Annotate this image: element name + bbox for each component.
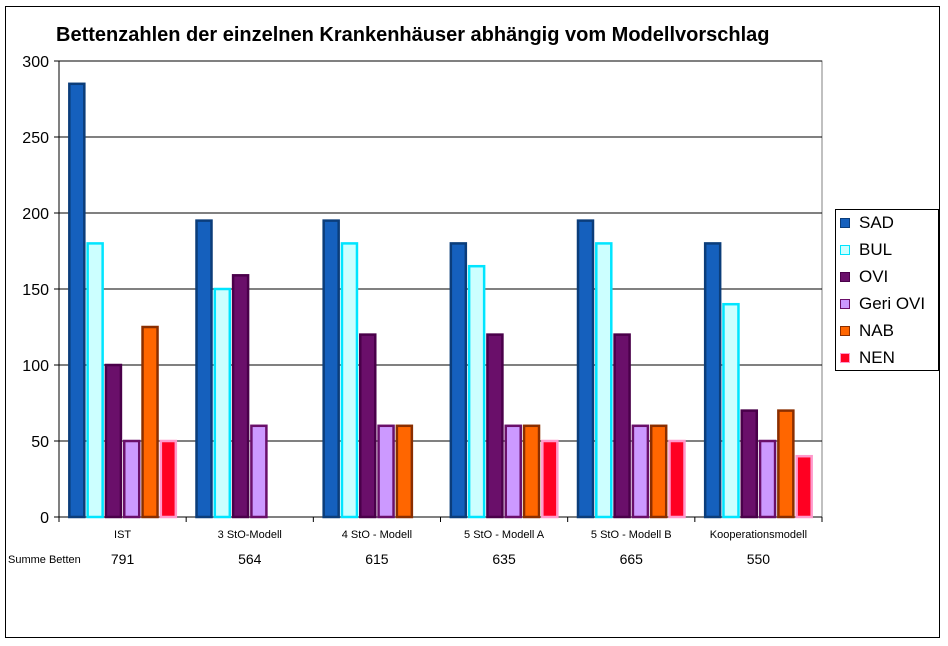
chart-title: Bettenzahlen der einzelnen Krankenhäuser… [56, 24, 770, 46]
legend-label: BUL [859, 240, 893, 259]
bar [722, 302, 740, 519]
legend-item: NAB [840, 321, 894, 341]
bar [86, 242, 104, 519]
legend-label: SAD [859, 213, 894, 232]
x-tick-label: 5 StO - Modell A [464, 529, 545, 541]
bar [141, 325, 159, 519]
legend-swatch [840, 245, 850, 255]
legend-item: NEN [840, 348, 895, 368]
bar [377, 424, 395, 519]
legend-label: Geri OVI [859, 294, 926, 313]
bar [340, 242, 359, 519]
x-tick-label: 4 StO - Modell [342, 529, 412, 541]
legend-item: SAD [840, 213, 894, 233]
bar [504, 424, 522, 519]
bar [649, 424, 668, 519]
bar [467, 264, 486, 519]
x-tick-label: 3 StO-Modell [218, 529, 282, 541]
bar [231, 274, 250, 519]
legend-swatch [840, 299, 850, 309]
bar [541, 439, 559, 519]
bar [740, 409, 759, 519]
sum-value: 635 [492, 551, 516, 567]
y-tick-label: 200 [22, 206, 49, 223]
sum-row-label: Summe Betten [8, 554, 81, 566]
bar [250, 424, 268, 519]
y-tick-label: 150 [22, 282, 49, 299]
bar [777, 409, 795, 519]
bar [322, 219, 340, 519]
legend-item: Geri OVI [840, 294, 925, 314]
bar [159, 439, 178, 519]
sum-value: 550 [747, 551, 771, 567]
legend-item: BUL [840, 240, 892, 260]
sum-value: 564 [238, 551, 262, 567]
y-tick-label: 0 [40, 510, 49, 527]
bar [703, 242, 722, 519]
bar [104, 363, 123, 519]
bar [631, 424, 650, 519]
legend-label: NEN [859, 348, 895, 367]
sum-value: 791 [111, 551, 135, 567]
legend-label: NAB [859, 321, 894, 340]
x-tick-label: Kooperationsmodell [710, 529, 807, 541]
legend: SAD BUL OVI Geri OVI NAB NEN [835, 209, 939, 371]
bar [395, 424, 414, 519]
bar [758, 439, 777, 519]
sum-value: 665 [620, 551, 644, 567]
bar [195, 219, 213, 519]
bar [795, 454, 813, 519]
legend-item: OVI [840, 267, 888, 287]
bar [595, 242, 613, 519]
bar [359, 333, 377, 519]
bar [668, 439, 686, 519]
bar [576, 219, 595, 519]
y-tick-label: 300 [22, 54, 49, 71]
bar [449, 242, 468, 519]
y-tick-label: 100 [22, 358, 49, 375]
bar [613, 333, 631, 519]
y-tick-label: 50 [31, 434, 49, 451]
bar [213, 287, 232, 519]
bar [122, 439, 141, 519]
legend-swatch [840, 353, 850, 363]
x-tick-label: 5 StO - Modell B [591, 529, 672, 541]
legend-swatch [840, 326, 850, 336]
bar [522, 424, 541, 519]
x-tick-label: IST [114, 529, 131, 541]
legend-swatch [840, 218, 850, 228]
legend-swatch [840, 272, 850, 282]
bar [486, 333, 504, 519]
sum-value: 615 [365, 551, 389, 567]
y-tick-label: 250 [22, 130, 49, 147]
legend-label: OVI [859, 267, 889, 286]
bar [68, 82, 86, 519]
